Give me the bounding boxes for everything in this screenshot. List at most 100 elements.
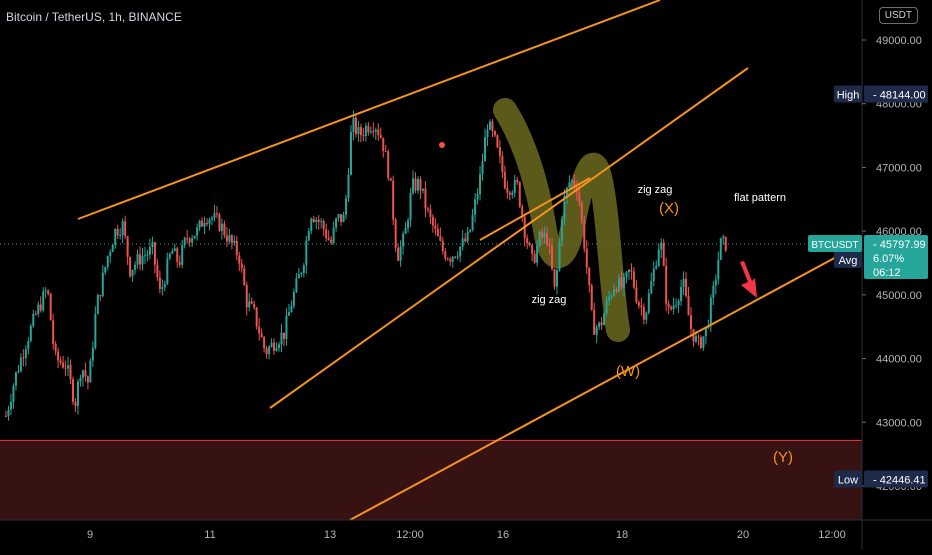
annotation-wave-x: (X) — [659, 200, 679, 217]
candle-body — [295, 278, 298, 292]
candle-body — [292, 291, 295, 306]
candle-body — [397, 247, 400, 261]
candle-body — [263, 337, 266, 349]
candle-body — [201, 220, 204, 227]
candle-body — [208, 219, 211, 224]
candle-body — [553, 268, 556, 287]
candle-body — [27, 340, 30, 350]
candle-body — [168, 253, 171, 259]
candle-body — [238, 255, 241, 264]
candle-body — [166, 258, 169, 284]
avg-label-tag — [834, 250, 862, 268]
current-price-box — [864, 235, 928, 280]
candle-body — [188, 238, 191, 243]
candle-body — [493, 131, 496, 136]
candle-body — [488, 121, 491, 130]
candle-body — [173, 248, 176, 252]
candle-body — [555, 270, 558, 287]
candle-body — [72, 379, 75, 402]
low-label-value-bg — [864, 470, 928, 488]
candle-body — [347, 174, 350, 199]
x-tick-label: 16 — [497, 529, 509, 541]
candle-body — [5, 415, 7, 417]
candle-body — [337, 214, 340, 219]
candle-body — [466, 231, 469, 242]
candle-body — [672, 305, 675, 310]
candle-body — [662, 242, 665, 266]
candle-body — [456, 256, 459, 258]
candle-body — [109, 251, 112, 257]
candle-body — [265, 348, 268, 355]
candle-body — [352, 117, 355, 132]
candle-body — [558, 241, 561, 271]
candle-body — [412, 178, 415, 193]
candle-body — [593, 309, 596, 335]
candle-body — [193, 235, 196, 239]
candle-body — [372, 131, 375, 133]
candle-body — [615, 289, 618, 292]
candle-body — [156, 264, 159, 278]
candle-body — [273, 342, 276, 351]
candle-body — [590, 285, 593, 310]
candle-body — [153, 242, 156, 265]
candle-body — [392, 180, 395, 220]
candle-body — [225, 235, 228, 242]
candle-body — [258, 326, 261, 334]
candle-body — [722, 236, 725, 239]
candle-body — [402, 233, 405, 247]
candle-body — [563, 195, 566, 219]
candle-body — [317, 219, 320, 222]
candle-body — [655, 265, 658, 269]
candle-body — [598, 322, 601, 328]
candle-body — [521, 206, 524, 217]
candle-body — [139, 254, 142, 265]
currency-button[interactable]: USDT — [878, 7, 918, 24]
candle-body — [240, 263, 243, 269]
candle-body — [585, 248, 588, 268]
candle-body — [119, 234, 122, 236]
candle-body — [171, 251, 174, 254]
candle-body — [620, 277, 623, 288]
candle-body — [546, 233, 549, 245]
candle-body — [394, 219, 397, 248]
candle-body — [79, 377, 82, 382]
candle-body — [307, 231, 310, 241]
candle-body — [699, 337, 702, 348]
candle-body — [206, 222, 209, 224]
candle-body — [600, 322, 603, 326]
candle-body — [76, 381, 79, 406]
candle-body — [580, 202, 583, 221]
candle-body — [215, 213, 218, 215]
candle-body — [278, 344, 281, 348]
candle-body — [121, 221, 124, 235]
candle-body — [513, 179, 516, 193]
x-tick-label: 12:00 — [396, 529, 424, 541]
candle-body — [374, 129, 377, 132]
candle-body — [300, 273, 303, 275]
x-tick-label: 11 — [204, 529, 215, 541]
candle-body — [538, 231, 541, 246]
candle-body — [608, 296, 611, 301]
candle-body — [94, 314, 97, 348]
time-axis[interactable]: 9 11 13 12:00 16 18 20 12:00 — [0, 519, 932, 541]
x-tick-label: 9 — [87, 529, 93, 541]
candle-body — [506, 188, 509, 193]
candle-body — [665, 265, 668, 304]
candle-body — [310, 218, 313, 232]
candle-body — [148, 247, 151, 255]
candle-body — [37, 304, 40, 315]
demand-zone — [0, 440, 862, 520]
candle-body — [74, 401, 77, 406]
marker-dot — [439, 142, 445, 148]
candle-body — [280, 332, 283, 345]
candle-body — [501, 156, 504, 173]
candle-body — [340, 214, 343, 222]
candle-body — [99, 294, 102, 297]
annotation-zigzag-upper: zig zag — [638, 184, 673, 196]
candle-body — [444, 251, 447, 259]
candle-body — [325, 229, 328, 238]
candle-body — [19, 357, 22, 372]
candle-body — [632, 271, 635, 288]
